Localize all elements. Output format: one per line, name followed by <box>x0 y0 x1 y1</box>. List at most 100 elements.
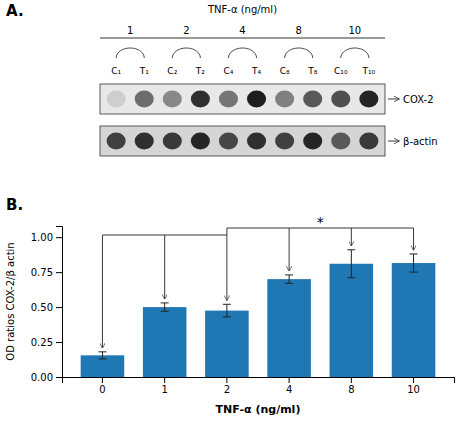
x-tick-label: 8 <box>348 384 354 395</box>
lane-brace <box>116 48 144 58</box>
label-arrow <box>388 141 399 142</box>
bar <box>143 307 187 377</box>
panel-label: B. <box>6 196 23 214</box>
error-bar <box>223 304 231 317</box>
error-bar <box>410 254 418 272</box>
row-label: β-actin <box>403 136 438 147</box>
bracket-line <box>226 228 227 235</box>
y-tick-mark <box>56 272 62 273</box>
x-tick-mark <box>102 377 103 383</box>
error-stem <box>351 250 352 278</box>
error-cap <box>410 272 418 273</box>
bracket-arrow <box>164 235 165 299</box>
bracket-arrow <box>102 235 103 348</box>
blot-band <box>275 91 294 108</box>
y-tick: 0.50 <box>31 302 62 313</box>
y-tick-mark <box>56 237 62 238</box>
error-stem <box>289 275 290 283</box>
bracket-arrow <box>226 235 227 300</box>
panel-b: 0.000.250.500.751.000124810TNF-α (ng/ml)… <box>5 214 455 416</box>
error-cap <box>98 358 106 359</box>
error-stem <box>164 303 165 311</box>
error-bar <box>285 275 293 283</box>
blot-band <box>331 91 350 108</box>
bracket-arrow <box>413 228 414 250</box>
blot-band <box>275 133 294 150</box>
lane-label: T₈ <box>307 66 317 76</box>
x-tick-label: 1 <box>161 384 167 395</box>
panel-label: A. <box>6 2 24 20</box>
x-tick: 4 <box>286 377 292 395</box>
error-cap <box>223 304 231 305</box>
significance-bracket <box>102 228 413 348</box>
blot-band <box>247 133 266 150</box>
group-label: 2 <box>183 25 189 36</box>
error-cap <box>98 351 106 352</box>
blot-strip <box>100 84 385 114</box>
blot-band <box>191 91 210 108</box>
blot-band <box>135 91 154 108</box>
x-tick: 10 <box>407 377 420 395</box>
lane-label: T₁₀ <box>361 66 375 76</box>
error-cap <box>285 274 293 275</box>
x-tick-mark <box>164 377 165 383</box>
error-cap <box>161 302 169 303</box>
y-tick: 1.00 <box>31 232 62 243</box>
group-label: 8 <box>295 25 301 36</box>
blot-band <box>135 133 154 150</box>
row-label: COX-2 <box>403 94 434 105</box>
blot-band <box>303 133 322 150</box>
y-tick-mark <box>56 307 62 308</box>
label-arrow <box>388 99 399 100</box>
x-axis: 0124810 <box>63 377 455 395</box>
lane-label: C₄ <box>224 66 234 76</box>
blot-band <box>163 91 182 108</box>
significance-star: * <box>317 214 324 230</box>
lane-brace <box>228 48 256 58</box>
error-cap <box>410 253 418 254</box>
lane-label: C₂ <box>167 66 177 76</box>
bar <box>267 279 311 377</box>
lane-brace <box>341 48 369 58</box>
blot-band <box>303 91 322 108</box>
error-stem <box>102 352 103 359</box>
x-axis-title: TNF-α (ng/ml) <box>216 403 301 416</box>
blot-band <box>219 91 238 108</box>
x-tick-mark <box>226 377 227 383</box>
blot-band <box>107 133 126 150</box>
lane-label: T₄ <box>251 66 261 76</box>
x-tick-mark <box>289 377 290 383</box>
x-tick-mark <box>351 377 352 383</box>
blot-band <box>359 91 378 108</box>
x-tick-label: 10 <box>407 384 420 395</box>
error-bar <box>347 250 355 278</box>
error-stem <box>413 254 414 272</box>
lane-label: C₁ <box>111 66 121 76</box>
y-tick-label: 0.00 <box>31 372 53 383</box>
blot-band <box>359 133 378 150</box>
error-bar <box>161 303 169 311</box>
x-tick-label: 2 <box>224 384 230 395</box>
error-bar <box>98 352 106 359</box>
y-tick-label: 1.00 <box>31 232 53 243</box>
x-tick: 8 <box>348 377 354 395</box>
group-label: 1 <box>127 25 133 36</box>
y-tick: 0.75 <box>31 267 62 278</box>
bracket-arrow <box>351 228 352 246</box>
error-cap <box>223 316 231 317</box>
blot-band <box>331 133 350 150</box>
lane-label: T₁ <box>139 66 149 76</box>
bar <box>330 264 374 377</box>
lane-label: C₁₀ <box>334 66 348 76</box>
y-tick-label: 0.50 <box>31 302 53 313</box>
y-axis-title: OD ratios COX-2/β actin <box>5 242 16 360</box>
error-stem <box>226 304 227 317</box>
blot-band <box>219 133 238 150</box>
error-cap <box>347 249 355 250</box>
plot-area <box>81 250 436 377</box>
error-cap <box>285 283 293 284</box>
y-tick-mark <box>56 342 62 343</box>
x-tick-label: 4 <box>286 384 292 395</box>
lane-label: C₈ <box>280 66 290 76</box>
y-tick-mark <box>56 377 62 378</box>
